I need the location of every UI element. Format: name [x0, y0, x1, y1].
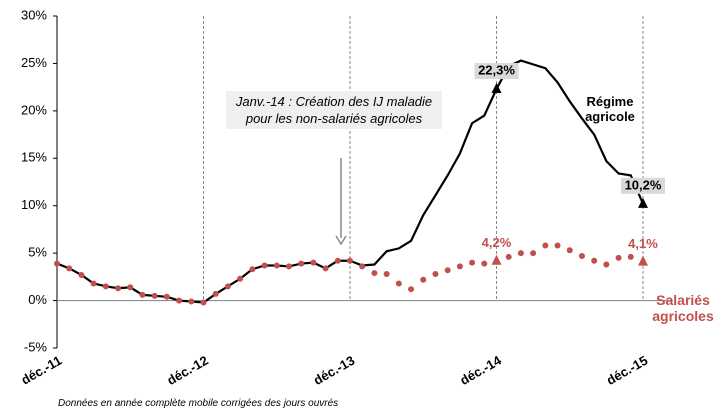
series-dot — [420, 276, 427, 283]
x-tick-label: déc.-14 — [457, 352, 504, 388]
series-dot — [151, 292, 158, 299]
series-dot — [505, 253, 512, 260]
x-tick-label: déc.-13 — [311, 353, 357, 388]
series-dot — [530, 250, 537, 257]
series-dot — [603, 261, 610, 268]
series-dot — [444, 267, 451, 274]
series-dot — [578, 252, 585, 259]
series-dot — [469, 259, 476, 266]
series-dot — [481, 260, 488, 267]
series-dot — [554, 242, 561, 249]
y-tick-label: 10% — [21, 197, 47, 212]
series-dot — [432, 271, 439, 278]
series-dot — [456, 263, 463, 270]
value-label-bg — [474, 63, 519, 80]
series-dot — [261, 262, 268, 269]
series-label: Salariés agricoles — [652, 292, 714, 324]
series-dot — [188, 298, 195, 305]
series-dot — [359, 263, 366, 270]
x-tick-label: déc.-11 — [19, 353, 65, 388]
annotation: Janv.-14 : Création des IJ maladie pour … — [226, 91, 442, 129]
series-dot — [347, 257, 353, 264]
value-label: 4,1% — [628, 236, 658, 251]
series-dot — [200, 299, 207, 306]
x-tick-label: déc.-12 — [164, 353, 210, 388]
x-tick-label: déc.-15 — [604, 353, 650, 388]
value-marker — [638, 197, 648, 208]
value-label-box: 22,3% — [474, 62, 519, 80]
series-dot — [273, 262, 280, 269]
series-dot — [591, 257, 598, 264]
series-dot — [139, 291, 146, 298]
series-label: Régime agricole — [585, 94, 635, 124]
series-dot — [78, 271, 85, 278]
series-dot — [298, 260, 305, 267]
y-tick-label: -5% — [24, 339, 48, 354]
y-tick-label: 20% — [21, 102, 47, 117]
series-dot — [237, 275, 244, 282]
series-dot — [334, 257, 341, 264]
value-label-box: 10,2% — [621, 177, 665, 194]
series-dot — [371, 270, 378, 277]
value-label: 22,3% — [478, 62, 515, 77]
value-marker — [491, 254, 502, 265]
series-dot — [224, 283, 231, 290]
y-tick-label: 15% — [21, 150, 47, 165]
value-label: 10,2% — [625, 177, 662, 192]
value-marker — [638, 255, 648, 266]
series-dot — [322, 265, 329, 272]
series-dot — [102, 283, 109, 290]
series-dot — [615, 254, 622, 261]
series-dot — [395, 280, 402, 287]
y-tick-label: 30% — [21, 7, 47, 22]
series-dot — [285, 263, 292, 270]
series-dot — [566, 247, 573, 254]
series-dot — [310, 259, 317, 266]
series-dot — [163, 293, 170, 300]
series-dot — [66, 265, 73, 272]
y-tick-label: 0% — [28, 292, 47, 307]
value-marker — [491, 83, 502, 94]
series-dot — [212, 290, 219, 297]
footnote: Données en année complète mobile corrigé… — [58, 398, 339, 409]
series-dot — [542, 242, 549, 249]
series-dot — [90, 280, 97, 287]
series-dot — [408, 286, 415, 293]
y-tick-label: 25% — [21, 55, 47, 70]
annotation-arrowhead — [335, 235, 347, 246]
series-dot — [115, 285, 122, 292]
series-dot — [54, 260, 60, 267]
value-label-bg — [621, 177, 665, 194]
series-dot — [383, 271, 390, 278]
series-dot — [127, 284, 134, 291]
series-dot — [176, 297, 183, 304]
y-tick-label: 5% — [28, 245, 47, 260]
series-dot — [249, 266, 256, 273]
value-label: 4,2% — [482, 235, 512, 250]
series-dot — [627, 253, 634, 260]
series-dot — [517, 250, 524, 257]
